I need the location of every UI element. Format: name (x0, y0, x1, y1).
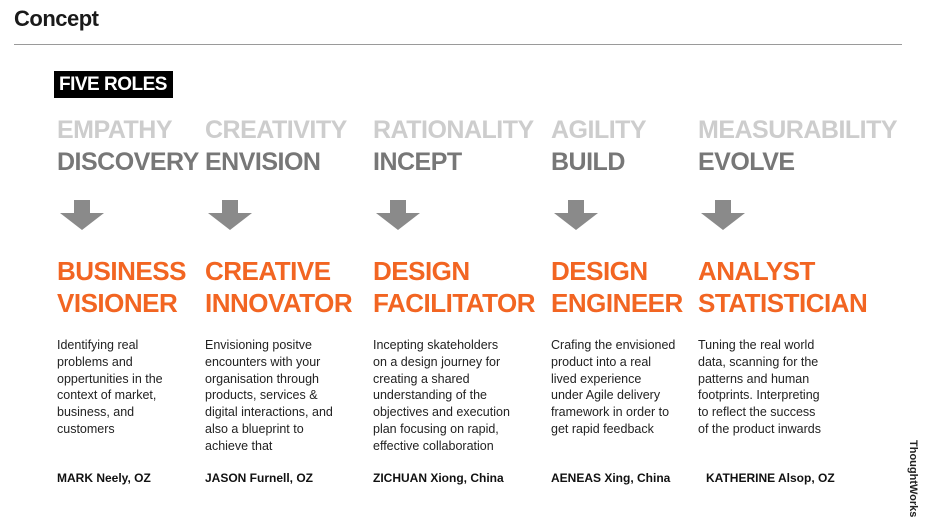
role-column-creative-innovator: CREATIVITY ENVISION CREATIVE INNOVATOR E… (205, 114, 365, 455)
phase-label: ENVISION (205, 148, 321, 176)
quality-label: RATIONALITY (373, 116, 534, 144)
role-title: DESIGN ENGINEER (551, 255, 691, 319)
phase-label: DISCOVERY (57, 148, 199, 176)
role-title-line1: DESIGN (373, 256, 470, 286)
role-title: DESIGN FACILITATOR (373, 255, 543, 319)
arrow-down-icon (554, 200, 598, 230)
role-title-line2: INNOVATOR (205, 288, 353, 318)
role-column-design-facilitator: RATIONALITY INCEPT DESIGN FACILITATOR In… (373, 114, 543, 455)
phase-label: EVOLVE (698, 148, 795, 176)
role-description: Envisioning positve encounters with your… (205, 338, 333, 453)
arrow-down-icon (60, 200, 104, 230)
quality-label: AGILITY (551, 116, 647, 144)
role-description: Incepting skateholders on a design journ… (373, 338, 510, 453)
page-title: Concept (14, 6, 99, 31)
role-column-design-engineer: AGILITY BUILD DESIGN ENGINEER Crafing th… (551, 114, 691, 438)
role-title: CREATIVE INNOVATOR (205, 255, 365, 319)
role-title-line1: BUSINESS (57, 256, 186, 286)
role-title: ANALYST STATISTICIAN (698, 255, 888, 319)
quality-label: CREATIVITY (205, 116, 347, 144)
phase-label: INCEPT (373, 148, 462, 176)
role-description: Crafing the envisioned product into a re… (551, 338, 676, 436)
role-title-line1: ANALYST (698, 256, 815, 286)
person-name: KATHERINE Alsop, OZ (706, 471, 835, 485)
person-name: AENEAS Xing, China (551, 471, 671, 485)
quality-label: EMPATHY (57, 116, 173, 144)
role-title-line1: DESIGN (551, 256, 648, 286)
arrow-down-icon (208, 200, 252, 230)
five-roles-badge: FIVE ROLES (54, 71, 173, 98)
role-title: BUSINESS VISIONER (57, 255, 197, 319)
brand-logo: ThoughtWorks (907, 438, 936, 518)
person-name: MARK Neely, OZ (57, 471, 151, 485)
role-column-business-visioner: EMPATHY DISCOVERY BUSINESS VISIONER Iden… (57, 114, 199, 438)
role-title-line1: CREATIVE (205, 256, 331, 286)
arrow-down-icon (701, 200, 745, 230)
quality-label: MEASURABILITY (698, 116, 898, 144)
role-description: Tuning the real world data, scanning for… (698, 338, 821, 436)
role-title-line2: VISIONER (57, 288, 178, 318)
phase-label: BUILD (551, 148, 625, 176)
person-name: JASON Furnell, OZ (205, 471, 314, 485)
arrow-down-icon (376, 200, 420, 230)
role-description: Identifying real problems and oppertunit… (57, 338, 163, 436)
role-title-line2: FACILITATOR (373, 288, 536, 318)
role-column-analyst-statistician: MEASURABILITY EVOLVE ANALYST STATISTICIA… (698, 114, 898, 438)
person-name: ZICHUAN Xiong, China (373, 471, 504, 485)
title-divider (14, 44, 902, 45)
brand-logo-text: ThoughtWorks (907, 440, 919, 518)
role-title-line2: STATISTICIAN (698, 288, 868, 318)
role-title-line2: ENGINEER (551, 288, 683, 318)
